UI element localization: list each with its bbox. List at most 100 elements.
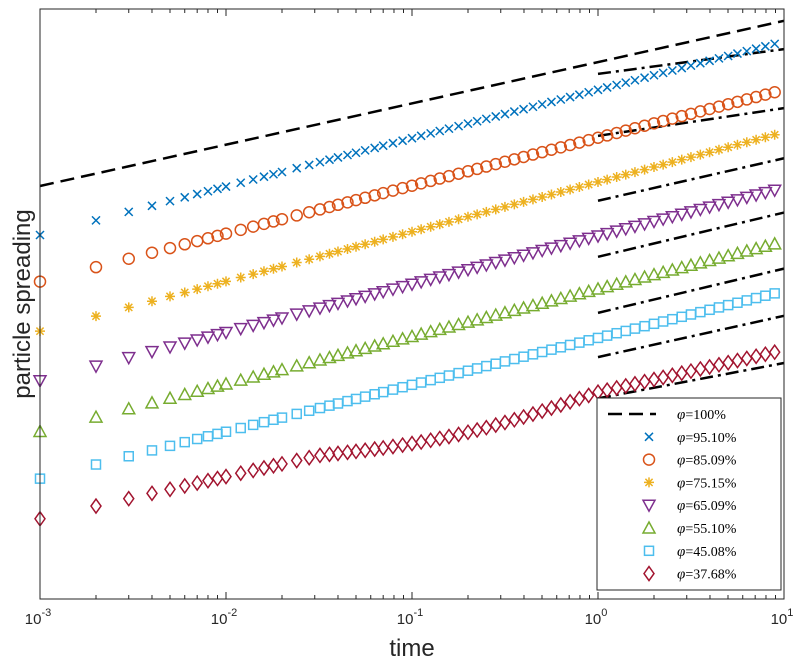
data-point [367, 288, 382, 302]
data-point [268, 169, 279, 179]
data-point [553, 290, 569, 305]
data-point [638, 119, 651, 133]
data-point [655, 264, 671, 279]
data-point [472, 116, 482, 126]
data-point [388, 138, 398, 148]
data-point [751, 134, 762, 145]
series-55.10% [32, 236, 782, 438]
data-point [274, 312, 290, 326]
legend-box [596, 397, 782, 591]
data-point [630, 75, 640, 85]
data-point [404, 278, 420, 292]
data-point [234, 464, 247, 482]
data-point [451, 316, 466, 331]
y-axis-label: particle spreading [9, 209, 36, 398]
data-point [582, 133, 595, 147]
data-point [740, 93, 754, 106]
data-point [179, 436, 190, 448]
data-point [556, 94, 566, 105]
reference-line-dashed [39, 19, 785, 188]
reference-line-dashdot-3 [597, 157, 785, 202]
data-point [767, 184, 782, 198]
data-point [415, 433, 428, 451]
data-point [647, 117, 661, 130]
data-point [749, 90, 763, 104]
data-point [526, 148, 540, 161]
data-point [406, 435, 418, 452]
data-point [684, 107, 698, 121]
data-point [638, 373, 651, 390]
data-point [732, 49, 742, 59]
data-point [565, 92, 575, 102]
data-point [554, 396, 567, 414]
data-point [648, 162, 659, 173]
data-point [369, 236, 380, 247]
data-point [145, 246, 159, 259]
legend-marker [644, 432, 654, 442]
data-point [189, 334, 205, 348]
data-point [705, 56, 715, 66]
data-point [290, 452, 303, 469]
data-point [730, 194, 745, 208]
data-point [583, 179, 594, 190]
data-point [289, 358, 304, 372]
legend-marker [641, 499, 657, 513]
data-point [276, 412, 288, 423]
data-point [518, 196, 529, 207]
data-point [769, 288, 780, 299]
data-point [454, 121, 464, 131]
data-point [491, 111, 501, 121]
data-point [303, 405, 315, 417]
data-point [90, 311, 101, 322]
reference-line-dashdot-7 [597, 361, 785, 400]
data-point [314, 447, 326, 464]
legend-entry: φ=100% [677, 407, 726, 423]
data-point [90, 497, 102, 515]
data-point [665, 262, 680, 276]
data-point [414, 177, 428, 190]
data-point [619, 377, 632, 395]
data-point [91, 215, 101, 225]
x-tick-label: 101 [771, 607, 794, 628]
data-point [178, 238, 191, 251]
data-point [499, 201, 510, 212]
data-point [555, 186, 566, 197]
legend-entry: φ=85.09% [677, 453, 737, 469]
data-point [646, 267, 662, 281]
data-point [472, 209, 483, 220]
data-point [123, 302, 134, 313]
legend-marker [643, 565, 655, 582]
data-point [203, 186, 213, 196]
data-point [694, 105, 707, 118]
data-point [266, 314, 281, 328]
data-point [490, 204, 501, 215]
data-point [357, 340, 373, 355]
data-point [301, 355, 317, 369]
data-point [416, 131, 426, 141]
data-point [163, 241, 177, 255]
data-point [202, 281, 213, 292]
series-95.10% [35, 39, 780, 240]
reference-line-dashdot-2 [597, 106, 785, 138]
data-point [739, 243, 755, 257]
data-point [314, 251, 325, 262]
data-point [767, 236, 782, 250]
data-point [331, 198, 345, 212]
data-point [618, 274, 634, 288]
data-point [534, 244, 550, 259]
reference-line-dashdot-6 [597, 314, 785, 359]
data-point [452, 167, 465, 180]
data-point [693, 203, 708, 218]
x-tick-label: 100 [585, 607, 608, 628]
data-point [90, 459, 102, 470]
data-point [546, 189, 557, 200]
data-point [721, 97, 735, 111]
data-point [323, 200, 336, 214]
data-point [655, 213, 671, 227]
data-point [360, 145, 370, 155]
data-point [507, 302, 522, 317]
data-point [694, 360, 707, 378]
data-point [609, 276, 624, 290]
data-point [674, 208, 690, 222]
